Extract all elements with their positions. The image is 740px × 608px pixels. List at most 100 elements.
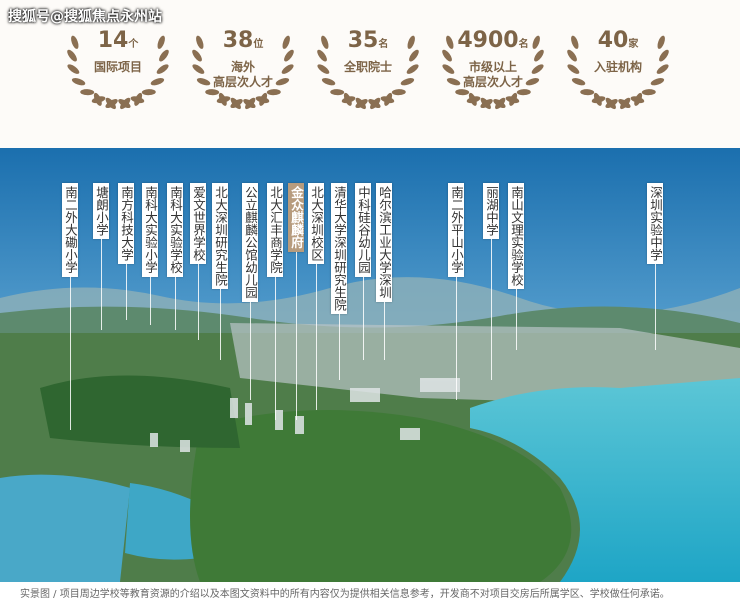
leaf — [618, 99, 631, 109]
place-label: 南山文理实验学校 — [508, 183, 524, 289]
stat-value: 14 — [97, 28, 129, 53]
laurel — [567, 35, 669, 110]
leaf — [468, 92, 477, 106]
place-label: 中科硅谷幼儿园 — [355, 183, 371, 277]
stat-number: 38位 — [188, 28, 298, 53]
leaf — [266, 89, 281, 96]
stat-label: 入驻机构 — [563, 60, 673, 75]
leaf — [157, 35, 165, 49]
leaf — [93, 92, 102, 106]
laurel — [317, 35, 419, 110]
leader-line — [126, 264, 127, 320]
leaf — [409, 49, 419, 62]
leaf — [321, 35, 329, 49]
leader-line — [70, 277, 71, 430]
leaf — [159, 49, 169, 62]
stat-label: 市级以上 高层次人才 — [438, 60, 548, 90]
stat-label-line: 全职院士 — [343, 60, 392, 74]
leaf — [657, 35, 665, 49]
leaf — [571, 78, 586, 86]
leaf — [317, 64, 330, 74]
caption: 实景图 / 项目周边学校等教育资源的介绍以及本图文资料中的所有内容仅为提供相关信… — [0, 582, 740, 608]
leader-line — [491, 239, 492, 380]
stat-number: 35名 — [313, 28, 423, 53]
leaf — [355, 97, 366, 110]
stat-value: 40 — [597, 28, 629, 53]
laurel — [67, 35, 169, 110]
leaf — [605, 97, 616, 110]
place-label: 南方科技大学 — [118, 183, 134, 264]
leaf — [284, 49, 294, 62]
place-label: 公立麒麟公馆幼儿园 — [242, 183, 258, 302]
stat-badge: 14个 国际项目 — [63, 6, 173, 116]
leaf — [534, 49, 544, 62]
leader-line — [250, 302, 251, 400]
leaf — [321, 78, 336, 86]
leaf — [455, 89, 470, 96]
leaf — [281, 64, 294, 74]
leader-line — [655, 264, 656, 350]
leaf — [317, 49, 327, 62]
leader-line — [316, 264, 317, 410]
leaf — [380, 96, 395, 104]
place-label: 金众麒麟府 — [288, 183, 304, 252]
stat-badge: 40家入驻机构 — [563, 6, 673, 116]
place-label: 南二外大磡小学 — [62, 183, 78, 277]
leader-line — [363, 277, 364, 360]
watermark: 搜狐号@搜狐焦点永州站 — [8, 9, 162, 25]
leaf — [630, 96, 645, 104]
place-label: 清华大学深圳研究生院 — [331, 183, 347, 314]
stat-label-line: 入驻机构 — [593, 60, 642, 74]
place-label: 北大深圳校区 — [308, 183, 324, 264]
laurel — [442, 35, 544, 110]
stat-label: 海外 高层次人才 — [188, 60, 298, 90]
leaf — [571, 35, 579, 49]
leaf — [407, 35, 415, 49]
leaf — [141, 89, 156, 96]
leaf — [343, 92, 352, 106]
leaf — [330, 89, 345, 96]
leaf — [105, 97, 116, 110]
place-label: 南科大实验小学 — [142, 183, 158, 277]
leaf — [205, 89, 220, 96]
stat-number: 14个 — [63, 28, 173, 53]
leaf — [659, 49, 669, 62]
leaf — [406, 64, 419, 74]
leader-line — [101, 239, 102, 330]
leaf — [196, 35, 204, 49]
stat-badge: 4900名 市级以上 高层次人才 — [438, 6, 548, 116]
place-label: 塘朗小学 — [93, 183, 109, 239]
stat-value: 35 — [347, 28, 379, 53]
leaf — [656, 64, 669, 74]
leader-line — [516, 289, 517, 350]
stat-label-line: 海外 — [230, 60, 255, 74]
leaf — [493, 99, 506, 109]
leader-line — [296, 252, 297, 420]
stat-label-line: 高层次人才 — [212, 75, 273, 89]
leader-line — [198, 264, 199, 340]
stat-label-line: 市级以上 — [468, 60, 517, 74]
leader-line — [150, 277, 151, 325]
leaf — [480, 97, 491, 110]
leaf — [282, 35, 290, 49]
leaf — [71, 78, 86, 86]
leader-line — [456, 277, 457, 400]
leader-line — [220, 289, 221, 360]
stat-badge: 38位海外 高层次人才 — [188, 6, 298, 116]
laurel — [192, 35, 294, 110]
stat-unit: 位 — [253, 39, 264, 50]
leaf — [230, 97, 241, 110]
leaf — [218, 92, 227, 106]
stat-label-line: 高层次人才 — [462, 75, 523, 89]
leaf — [505, 96, 520, 104]
leaf — [446, 35, 454, 49]
leaf — [442, 49, 452, 62]
leaf — [593, 92, 602, 106]
stat-label: 全职院士 — [313, 60, 423, 75]
leaf — [442, 64, 455, 74]
leaf — [255, 96, 270, 104]
stat-number: 40家 — [563, 28, 673, 53]
stat-unit: 名 — [378, 39, 389, 50]
leaf — [650, 78, 665, 86]
